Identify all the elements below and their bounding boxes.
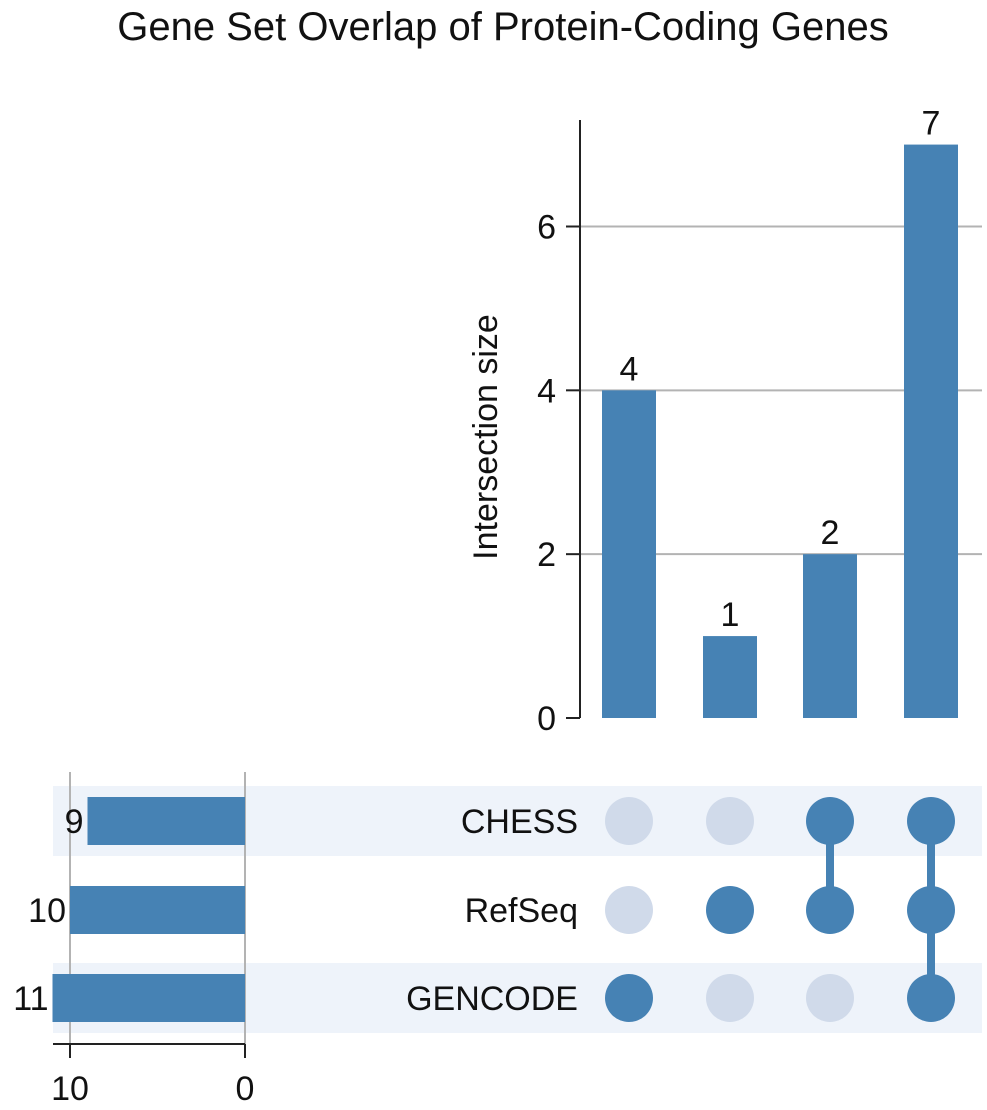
set-name-label: RefSeq (465, 892, 578, 930)
membership-dot-inactive (605, 886, 653, 934)
y-tick-label: 0 (537, 700, 556, 738)
set-size-tick-label: 10 (51, 1070, 89, 1108)
membership-dot-inactive (706, 797, 754, 845)
set-size-bar (52, 974, 245, 1022)
membership-dot-active (605, 974, 653, 1022)
labels: 4 1 2 7 9 10 11 CHESS RefSeq GENCODE (13, 105, 940, 1018)
y-tick-label: 6 (537, 208, 556, 246)
axes: 0 2 4 6 10 0 (51, 120, 581, 1108)
intersection-bar (703, 636, 757, 718)
set-name-label: GENCODE (406, 980, 578, 1018)
set-name-label: CHESS (461, 803, 578, 841)
set-size-bar (87, 797, 245, 845)
chart-title: Gene Set Overlap of Protein-Coding Genes (117, 5, 889, 49)
bar-value-label: 7 (922, 105, 941, 143)
membership-dot-active (706, 886, 754, 934)
bar-value-label: 4 (620, 350, 639, 388)
set-size-value-label: 10 (28, 892, 66, 930)
y-axis-label: Intersection size (467, 314, 505, 560)
membership-matrix (605, 797, 955, 1022)
set-size-tick-label: 0 (236, 1070, 255, 1108)
membership-dot-active (806, 886, 854, 934)
membership-dot-inactive (706, 974, 754, 1022)
set-size-value-label: 11 (13, 980, 48, 1018)
membership-dot-active (806, 797, 854, 845)
set-size-bar (70, 886, 245, 934)
intersection-bar (602, 390, 656, 718)
y-tick-label: 2 (537, 536, 556, 574)
intersection-bar (803, 554, 857, 718)
set-size-value-label: 9 (65, 803, 84, 841)
membership-dot-active (907, 974, 955, 1022)
bar-value-label: 2 (821, 514, 840, 552)
y-tick-label: 4 (537, 372, 556, 410)
membership-dot-active (907, 886, 955, 934)
membership-dot-inactive (605, 797, 653, 845)
intersection-bar (904, 144, 958, 719)
intersection-bars (52, 144, 958, 1022)
bar-value-label: 1 (721, 596, 740, 634)
membership-dot-active (907, 797, 955, 845)
membership-dot-inactive (806, 974, 854, 1022)
